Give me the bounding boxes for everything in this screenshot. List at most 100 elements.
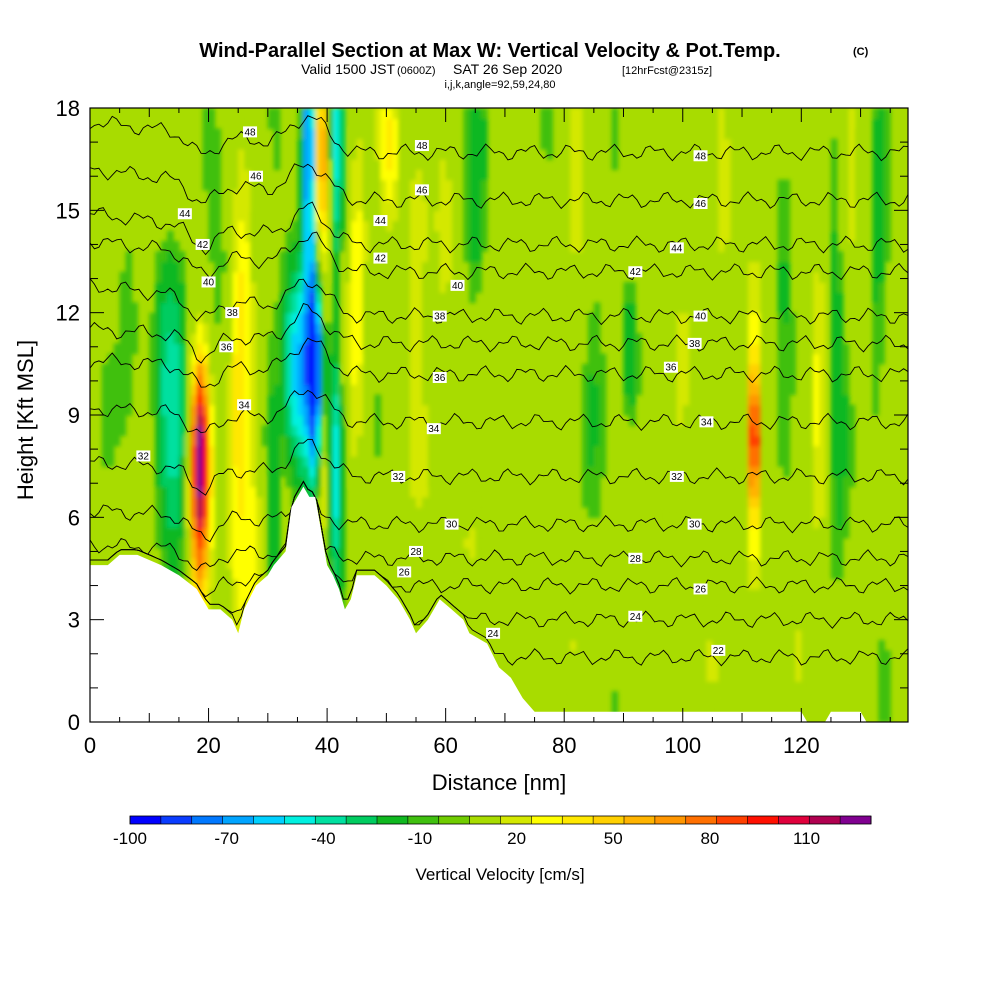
velocity-cell xyxy=(155,496,162,508)
velocity-cell xyxy=(777,343,785,355)
velocity-cell xyxy=(267,425,275,437)
velocity-cell xyxy=(416,363,423,375)
velocity-cell xyxy=(813,261,820,273)
velocity-cell xyxy=(107,415,115,426)
velocity-cell xyxy=(107,394,115,406)
velocity-cell xyxy=(167,333,174,344)
velocity-cell xyxy=(427,435,435,447)
velocity-cell xyxy=(350,363,358,375)
velocity-cell xyxy=(303,425,310,437)
velocity-cell xyxy=(238,108,245,119)
velocity-cell xyxy=(878,210,885,222)
velocity-cell xyxy=(712,670,719,682)
velocity-cell xyxy=(208,578,216,590)
velocity-cell xyxy=(416,445,423,457)
velocity-cell xyxy=(718,271,725,283)
velocity-cell xyxy=(753,476,761,488)
velocity-cell xyxy=(386,179,393,191)
velocity-cell xyxy=(238,353,245,365)
velocity-cell xyxy=(172,312,180,324)
velocity-cell xyxy=(238,312,245,324)
velocity-cell xyxy=(244,312,251,324)
velocity-cell xyxy=(718,230,725,242)
velocity-cell xyxy=(836,353,844,365)
colorbar-swatch xyxy=(469,816,501,824)
velocity-cell xyxy=(475,200,482,211)
velocity-cell xyxy=(350,384,358,396)
velocity-cell xyxy=(356,200,364,211)
velocity-cell xyxy=(297,435,304,447)
velocity-cell xyxy=(404,230,411,242)
velocity-cell xyxy=(338,210,346,222)
velocity-cell xyxy=(190,486,198,498)
velocity-cell xyxy=(747,455,755,467)
velocity-cell xyxy=(747,394,755,406)
velocity-cell xyxy=(202,148,210,160)
velocity-cell xyxy=(742,445,749,457)
velocity-cell xyxy=(445,302,453,314)
contour-label: 22 xyxy=(711,644,726,657)
velocity-cell xyxy=(190,537,198,549)
velocity-cell xyxy=(570,230,577,242)
velocity-cell xyxy=(842,138,850,150)
colorbar-swatch xyxy=(562,816,594,824)
velocity-cell xyxy=(279,343,287,355)
contour-label-bg xyxy=(432,371,447,383)
velocity-cell xyxy=(344,384,352,396)
velocity-cell xyxy=(599,425,607,437)
velocity-cell xyxy=(208,415,216,426)
velocity-cell xyxy=(208,138,216,150)
velocity-cell xyxy=(333,261,340,273)
velocity-cell xyxy=(783,343,791,355)
velocity-cell xyxy=(469,537,476,549)
forecast-info: [12hrFcst@2315z] xyxy=(622,65,712,77)
theta-contour-line xyxy=(90,480,908,598)
velocity-cell xyxy=(380,159,387,170)
contour-label-bg xyxy=(201,276,216,288)
velocity-cell xyxy=(801,629,808,641)
colorbar-title: Vertical Velocity [cm/s] xyxy=(415,865,584,884)
velocity-cell xyxy=(167,455,174,467)
velocity-cell xyxy=(842,374,850,385)
colorbar-swatch xyxy=(253,816,285,824)
velocity-cell xyxy=(878,138,885,150)
velocity-cell xyxy=(327,404,334,416)
velocity-cell xyxy=(712,619,719,631)
velocity-cell xyxy=(439,220,447,232)
velocity-cell xyxy=(848,138,856,150)
velocity-cell xyxy=(872,210,879,222)
velocity-cell xyxy=(356,455,364,467)
velocity-cell xyxy=(587,353,595,365)
velocity-cell xyxy=(878,251,885,263)
velocity-cell xyxy=(155,537,162,549)
velocity-cell xyxy=(789,312,796,324)
velocity-cell xyxy=(226,609,233,621)
velocity-cell xyxy=(291,486,299,498)
velocity-cell xyxy=(208,108,216,119)
velocity-cell xyxy=(250,220,257,232)
velocity-cell xyxy=(273,148,281,160)
velocity-cell xyxy=(718,138,725,150)
velocity-cell xyxy=(338,466,346,477)
velocity-cell xyxy=(410,271,417,283)
velocity-cell xyxy=(315,302,322,314)
velocity-cell xyxy=(872,363,879,375)
velocity-cell xyxy=(250,251,257,263)
velocity-cell xyxy=(303,230,310,242)
velocity-cell xyxy=(753,527,761,539)
velocity-cell xyxy=(238,517,245,529)
velocity-cell xyxy=(321,476,328,488)
velocity-cell xyxy=(747,599,755,611)
velocity-cell xyxy=(226,578,233,590)
velocity-cell xyxy=(202,363,210,375)
velocity-cell xyxy=(753,558,761,570)
velocity-cell xyxy=(439,292,447,304)
velocity-cell xyxy=(878,660,885,672)
velocity-cell xyxy=(321,394,328,406)
velocity-cell xyxy=(789,629,796,641)
velocity-cell xyxy=(475,220,482,232)
velocity-cell xyxy=(682,394,690,406)
velocity-cell xyxy=(380,108,387,119)
velocity-cell xyxy=(629,363,636,375)
velocity-cell xyxy=(558,640,565,651)
